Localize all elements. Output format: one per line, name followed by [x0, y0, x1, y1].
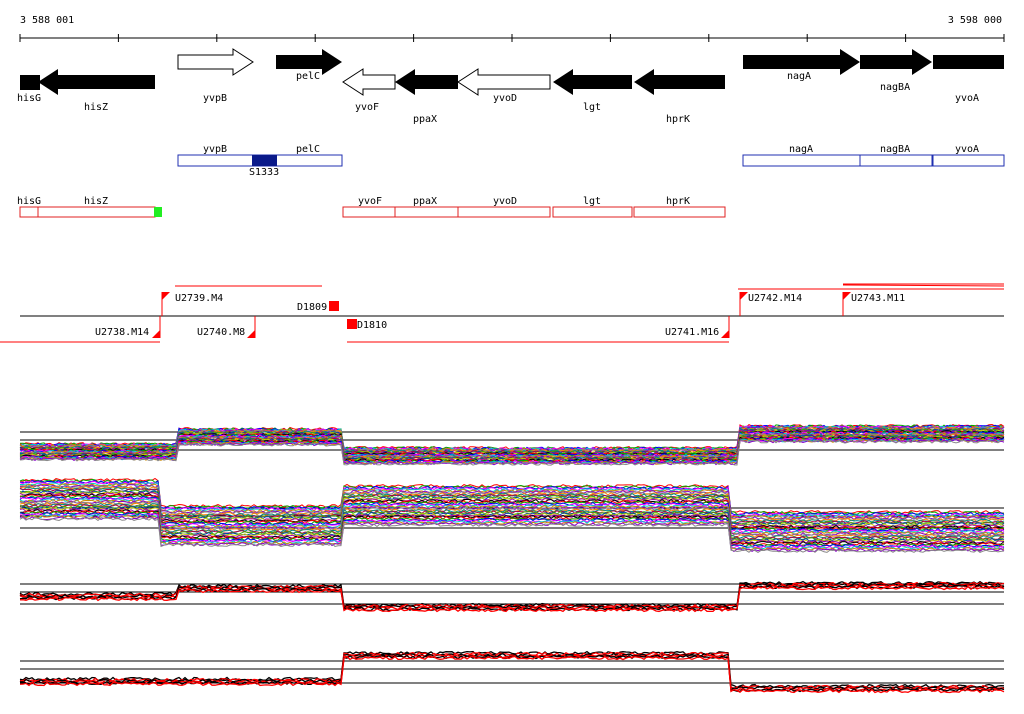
- gene-arrow-naga[interactable]: [743, 49, 860, 75]
- gene-arrow-lgt[interactable]: [553, 69, 632, 95]
- gene-label-nagba: nagBA: [880, 82, 910, 93]
- feature-box-s1333[interactable]: [252, 155, 277, 166]
- gene-arrow-yvof[interactable]: [342, 68, 396, 96]
- operon-label-hisg: hisG: [17, 196, 41, 207]
- operon-label-hprk: hprK: [666, 196, 690, 207]
- site-marker-u2741[interactable]: [721, 330, 729, 338]
- operon-box-ppax[interactable]: [394, 206, 459, 218]
- gene-label-yvpb: yvpB: [203, 93, 227, 104]
- gene-label-yvod: yvoD: [493, 93, 517, 104]
- operon-label-naga: nagA: [789, 144, 813, 155]
- gene-arrow-yvod[interactable]: [457, 68, 551, 96]
- gene-arrow-hprk[interactable]: [634, 69, 725, 95]
- operon-label-hisz: hisZ: [84, 196, 108, 207]
- gene-label-pelc: pelC: [296, 71, 320, 82]
- gene-label-lgt: lgt: [583, 102, 601, 113]
- gene-label-hisz: hisZ: [84, 102, 108, 113]
- operon-box-yvof[interactable]: [342, 206, 396, 218]
- operon-label-lgt: lgt: [583, 196, 601, 207]
- site-label-u2741: U2741.M16: [665, 327, 719, 338]
- gene-label-hisg: hisG: [17, 93, 41, 104]
- site-label-u2742: U2742.M14: [748, 293, 802, 304]
- operon-label-ppax: ppaX: [413, 196, 437, 207]
- operon-box-nagba[interactable]: [859, 154, 933, 167]
- site-label-u2738: U2738.M14: [95, 327, 149, 338]
- coordinate-start: 3 588 001: [20, 15, 74, 26]
- site-marker-d1809[interactable]: [329, 301, 339, 311]
- gene-arrow-pelc[interactable]: [276, 49, 342, 75]
- gene-label-naga: nagA: [787, 71, 811, 82]
- operon-label-nagba: nagBA: [880, 144, 910, 155]
- site-marker-u2742[interactable]: [740, 292, 748, 300]
- gene-arrow-ppax[interactable]: [395, 69, 458, 95]
- site-label-d1810: D1810: [357, 320, 387, 331]
- operon-box-yvod[interactable]: [457, 206, 551, 218]
- expression-panel-1: [19, 423, 1005, 466]
- gene-arrow-yvpb[interactable]: [177, 48, 254, 76]
- operon-label-yvpb: yvpB: [203, 144, 227, 155]
- operon-track-blue: yvpB pelC S1333 nagA nagBA yvoA: [177, 144, 1005, 178]
- feature-label-s1333: S1333: [249, 167, 279, 178]
- operon-label-yvof: yvoF: [358, 196, 382, 207]
- gene-label-hprk: hprK: [666, 114, 690, 125]
- site-marker-u2740[interactable]: [247, 330, 255, 338]
- site-marker-d1810[interactable]: [347, 319, 357, 329]
- coordinate-ruler: 3 588 001 3 598 000: [19, 15, 1005, 42]
- site-label-u2743: U2743.M11: [851, 293, 905, 304]
- operon-box-lgt[interactable]: [552, 206, 633, 218]
- gene-arrow-hisg[interactable]: [20, 75, 40, 90]
- operon-label-pelc: pelC: [296, 144, 320, 155]
- site-label-u2740: U2740.M8: [197, 327, 245, 338]
- expression-panel-3: [19, 580, 1005, 613]
- gene-arrow-nagba[interactable]: [860, 49, 932, 75]
- operon-label-yvoa: yvoA: [955, 144, 979, 155]
- operon-box-naga[interactable]: [742, 154, 861, 167]
- site-marker-u2739[interactable]: [162, 292, 170, 300]
- operon-box-hisg[interactable]: [19, 206, 39, 218]
- operon-box-yvoa[interactable]: [932, 154, 1005, 167]
- site-marker-u2738[interactable]: [152, 330, 160, 338]
- operon-box-hisz[interactable]: [37, 206, 156, 218]
- site-label-u2739: U2739.M4: [175, 293, 223, 304]
- gene-arrow-yvoa[interactable]: [933, 55, 1004, 69]
- green-marker[interactable]: [154, 207, 162, 217]
- operon-box-hprk[interactable]: [633, 206, 726, 218]
- gene-label-ppax: ppaX: [413, 114, 437, 125]
- gene-label-yvoa: yvoA: [955, 93, 979, 104]
- expression-panel-4: [19, 650, 1005, 694]
- coordinate-end: 3 598 000: [948, 15, 1002, 26]
- operon-label-yvod: yvoD: [493, 196, 517, 207]
- site-label-d1809: D1809: [297, 302, 327, 313]
- regulatory-track: U2739.M4 U2738.M14 U2740.M8 D1809 D1810 …: [0, 283, 1005, 343]
- gene-arrow-hisz[interactable]: [38, 69, 155, 95]
- expression-panel-2: [19, 477, 1005, 553]
- gene-track: hisG hisZ yvpB pelC yvoF ppaX yvoD lgt h…: [17, 48, 1004, 125]
- site-marker-u2743[interactable]: [843, 292, 851, 300]
- gene-label-yvof: yvoF: [355, 102, 379, 113]
- operon-track-red: hisG hisZ yvoF ppaX yvoD lgt hprK: [17, 196, 726, 218]
